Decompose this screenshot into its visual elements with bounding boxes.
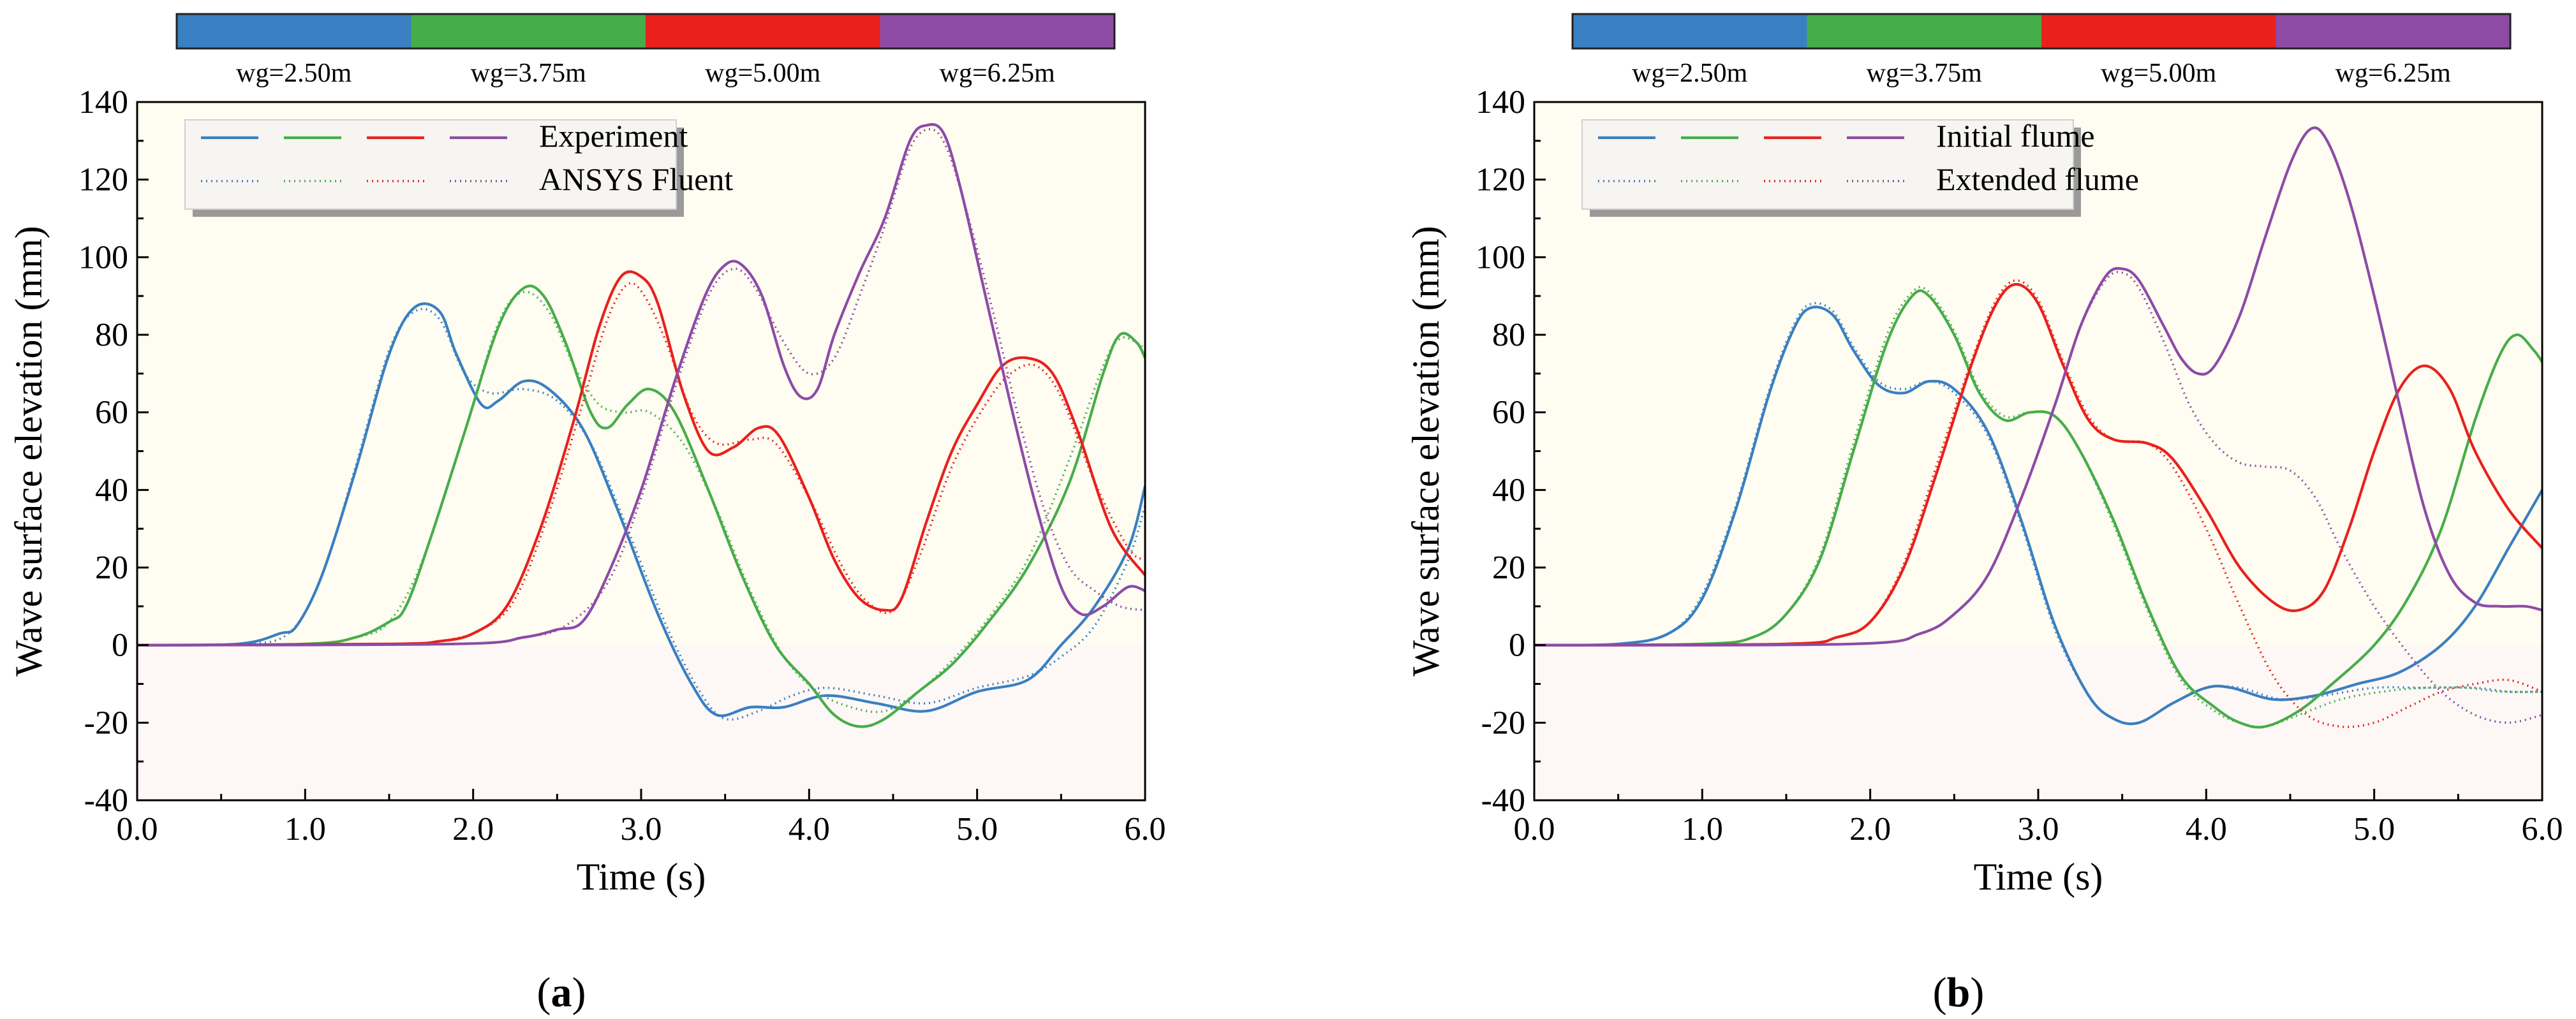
x-tick-label: 4.0 bbox=[2186, 811, 2227, 847]
y-tick-label: 40 bbox=[95, 472, 128, 508]
x-tick-label: 6.0 bbox=[2522, 811, 2563, 847]
series-line-purple-dotted bbox=[137, 128, 1145, 647]
x-tick-label: 2.0 bbox=[1849, 811, 1891, 847]
series-line-purple-solid bbox=[137, 123, 1145, 647]
color-bar-label: wg=3.75m bbox=[471, 59, 587, 88]
plot-background-lower bbox=[137, 645, 1145, 800]
color-bar-segment bbox=[1807, 14, 2041, 48]
y-tick-label: -40 bbox=[1481, 782, 1525, 819]
x-tick-label: 0.0 bbox=[1514, 811, 1555, 847]
color-bar-label: wg=2.50m bbox=[1632, 59, 1748, 88]
color-bar-label: wg=3.75m bbox=[1867, 59, 1983, 88]
series-group bbox=[137, 123, 1145, 728]
color-bar-label: wg=6.25m bbox=[940, 59, 1056, 88]
series-group bbox=[1534, 126, 2542, 729]
legend-label: Experiment bbox=[539, 118, 688, 154]
y-tick-label: 120 bbox=[78, 162, 128, 198]
x-tick-label: 4.0 bbox=[788, 811, 830, 847]
series-line-red-solid bbox=[1534, 282, 2542, 647]
color-bar-frame bbox=[175, 13, 1116, 50]
x-axis-label: Time (s) bbox=[577, 856, 706, 898]
x-tick-label: 3.0 bbox=[621, 811, 662, 847]
legend-box bbox=[184, 119, 677, 210]
panel-a: wg=2.50m wg=3.75m wg=5.00m wg=6.25m 0.0 1.0 2.… bbox=[8, 13, 1166, 1016]
legend-box bbox=[1581, 119, 2074, 210]
y-axis-label: Wave surface elevation (mm) bbox=[1405, 226, 1447, 677]
color-bar-label: wg=6.25m bbox=[2335, 59, 2452, 88]
plot-background-lower bbox=[1534, 645, 2542, 800]
y-tick-label: 20 bbox=[1492, 550, 1525, 586]
panel-label-letter: b bbox=[1947, 969, 1971, 1016]
color-bar-segment bbox=[2276, 14, 2510, 48]
color-bar-segment bbox=[2041, 14, 2276, 48]
x-tick-label: 1.0 bbox=[1682, 811, 1723, 847]
legend-label: Initial flume bbox=[1936, 118, 2095, 154]
series-line-blue-solid bbox=[137, 302, 1145, 717]
color-bar-frame bbox=[1571, 13, 2512, 50]
y-tick-label: 80 bbox=[95, 317, 128, 353]
color-bar-segment bbox=[411, 14, 646, 48]
x-tick-label: 0.0 bbox=[117, 811, 158, 847]
x-tick-label: 5.0 bbox=[2353, 811, 2395, 847]
y-tick-label: 40 bbox=[1492, 472, 1525, 508]
series-line-blue-solid bbox=[1534, 305, 2542, 726]
y-tick-label: 20 bbox=[95, 550, 128, 586]
panel-b: wg=2.50m wg=3.75m wg=5.00m wg=6.25m 0.0 1.0 2.… bbox=[1405, 13, 2563, 1016]
y-tick-label: -40 bbox=[84, 782, 128, 819]
x-axis-label: Time (s) bbox=[1974, 856, 2103, 898]
y-tick-label: 0 bbox=[112, 627, 128, 664]
x-tick-label: 5.0 bbox=[956, 811, 998, 847]
series-line-purple-solid bbox=[1534, 126, 2542, 647]
y-tick-label: 80 bbox=[1492, 317, 1525, 353]
legend-label: ANSYS Fluent bbox=[539, 161, 733, 197]
panel-label: (a) bbox=[537, 969, 586, 1016]
series-line-blue-dotted bbox=[137, 307, 1145, 721]
y-tick-label: 0 bbox=[1509, 627, 1525, 664]
x-tick-label: 2.0 bbox=[452, 811, 494, 847]
x-tick-label: 6.0 bbox=[1125, 811, 1166, 847]
color-bar-label: wg=5.00m bbox=[705, 59, 821, 88]
x-tick-label: 3.0 bbox=[2018, 811, 2059, 847]
y-tick-label: 140 bbox=[1476, 84, 1525, 121]
legend-label: Extended flume bbox=[1936, 161, 2139, 197]
y-tick-label: 120 bbox=[1476, 162, 1525, 198]
color-bar-segment bbox=[646, 14, 880, 48]
y-tick-label: 140 bbox=[78, 84, 128, 121]
color-bar-label: wg=5.00m bbox=[2101, 59, 2217, 88]
panel-label: (b) bbox=[1933, 969, 1985, 1016]
series-line-green-dotted bbox=[137, 290, 1145, 714]
color-bar-segment bbox=[177, 14, 411, 48]
x-tick-label: 1.0 bbox=[285, 811, 326, 847]
y-tick-label: 100 bbox=[78, 239, 128, 275]
color-bar-segment bbox=[1573, 14, 1807, 48]
color-bar-segment bbox=[880, 14, 1114, 48]
y-tick-label: -20 bbox=[84, 705, 128, 741]
y-axis-label: Wave surface elevation (mm) bbox=[8, 226, 50, 677]
series-line-green-solid bbox=[1534, 289, 2542, 729]
y-tick-label: 60 bbox=[95, 395, 128, 431]
color-bar-label: wg=2.50m bbox=[236, 59, 352, 88]
y-tick-label: 100 bbox=[1476, 239, 1525, 275]
y-tick-label: -20 bbox=[1481, 705, 1525, 741]
panel-label-letter: a bbox=[551, 969, 572, 1016]
y-tick-label: 60 bbox=[1492, 395, 1525, 431]
